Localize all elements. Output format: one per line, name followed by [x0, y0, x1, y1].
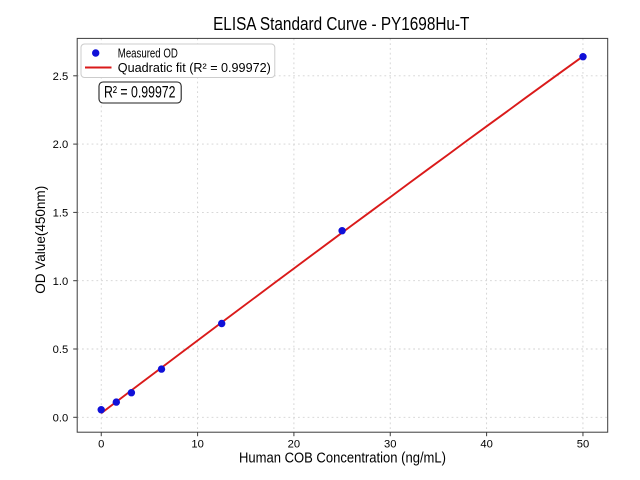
- svg-text:Human COB Concentration (ng/mL: Human COB Concentration (ng/mL): [239, 451, 446, 467]
- svg-text:Measured OD: Measured OD: [118, 46, 178, 60]
- svg-text:R² = 0.99972: R² = 0.99972: [104, 84, 176, 102]
- svg-text:OD Value(450nm): OD Value(450nm): [33, 186, 48, 294]
- svg-text:0: 0: [98, 439, 104, 451]
- svg-text:0.0: 0.0: [53, 412, 69, 424]
- svg-text:30: 30: [384, 439, 396, 451]
- svg-text:2.0: 2.0: [53, 139, 69, 151]
- svg-text:1.5: 1.5: [53, 208, 69, 220]
- svg-text:20: 20: [288, 439, 300, 451]
- svg-text:40: 40: [480, 439, 492, 451]
- svg-text:ELISA Standard Curve - PY1698H: ELISA Standard Curve - PY1698Hu-T: [213, 14, 469, 34]
- svg-text:1.0: 1.0: [53, 276, 69, 288]
- svg-text:Quadratic fit (R² = 0.99972): Quadratic fit (R² = 0.99972): [118, 61, 271, 75]
- svg-text:50: 50: [577, 439, 589, 451]
- svg-text:0.5: 0.5: [53, 344, 69, 356]
- svg-text:10: 10: [191, 439, 203, 451]
- svg-text:2.5: 2.5: [53, 71, 69, 83]
